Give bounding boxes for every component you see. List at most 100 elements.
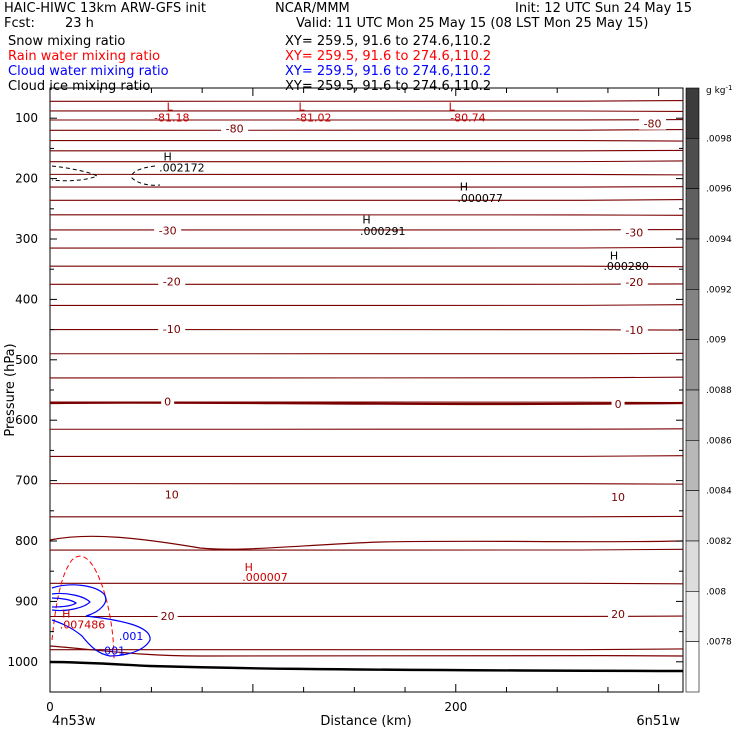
- cloud-water-contour-inner: [51, 597, 78, 608]
- isotherm-label: -20: [625, 276, 643, 289]
- isotherm-label: -10: [625, 324, 643, 337]
- extrema-label: -81.02: [296, 112, 331, 125]
- y-tick-label: 800: [15, 534, 38, 548]
- y-tick-label: 500: [15, 353, 38, 367]
- extrema-label: -80.74: [450, 112, 485, 125]
- fcst-value: 23 h: [65, 16, 94, 31]
- y-tick-label: 900: [15, 594, 38, 608]
- isotherm-lines: [49, 99, 684, 651]
- extrema-label: .001: [119, 630, 144, 643]
- isotherm-label-bg: [620, 324, 648, 337]
- init-time: Init: 12 UTC Sun 24 May 15: [515, 1, 692, 16]
- isotherm-label-bg: [608, 490, 629, 503]
- isotherm-label: 0: [164, 395, 171, 408]
- isotherm-label: 0: [615, 398, 622, 411]
- colorbar-swatch: [685, 389, 700, 441]
- colorbar-label: .0078: [706, 638, 732, 648]
- special-contours: [49, 165, 684, 673]
- snow-contour-mid: [131, 165, 161, 186]
- valid-time: Valid: 11 UTC Mon 25 May 15 (08 LST Mon …: [296, 16, 649, 31]
- colorbar-label: .008: [706, 587, 726, 597]
- extrema-labels: L-81.18L-81.02L-80.74H.002172H.000077H.0…: [60, 101, 649, 658]
- colorbar-label: .0084: [706, 487, 732, 497]
- colorbar-swatch: [685, 641, 700, 693]
- colorbar-swatch: [685, 87, 700, 139]
- fcst-label: Fcst:: [4, 16, 35, 31]
- isotherm-label-bg: [620, 275, 648, 288]
- extrema-label: H: [245, 561, 253, 574]
- y-tick-label: 100: [15, 111, 38, 125]
- isotherm-line: [49, 582, 684, 585]
- isotherm-label: 20: [161, 610, 175, 623]
- field-xy-snow: XY= 259.5, 91.6 to 274.6,110.2: [285, 34, 492, 49]
- y-tick-label: 600: [15, 413, 38, 427]
- extrema-label: L: [299, 101, 306, 114]
- colorbar-label: .0094: [706, 235, 732, 245]
- isotherm-line: [49, 648, 684, 651]
- extrema-label: .007486: [60, 618, 106, 631]
- isotherm-label-bg: [161, 488, 182, 501]
- isotherm-line: [49, 376, 684, 379]
- isotherm-zero-line: [49, 401, 684, 406]
- y-tick-label: 200: [15, 172, 38, 186]
- field-name-snow: Snow mixing ratio: [8, 34, 126, 49]
- isotherm-line: [49, 246, 684, 249]
- field-xy-rain: XY= 259.5, 91.6 to 274.6,110.2: [285, 49, 492, 64]
- isotherm-label-bg: [221, 122, 249, 135]
- institution-label: NCAR/MMM: [275, 1, 350, 16]
- isotherm-label-bg: [158, 275, 186, 288]
- colorbar-swatch: [685, 289, 700, 340]
- isotherm-surface-line: [49, 645, 684, 657]
- x-endpoint-left: 4n53w: [52, 714, 96, 729]
- colorbar-swatch: [685, 440, 700, 491]
- isotherm-label: -80: [644, 118, 662, 131]
- cloud-water-contour-mid: [51, 592, 91, 612]
- y-tick-label: 400: [15, 292, 38, 306]
- cloud-water-contour-outer: [51, 584, 151, 657]
- extrema-label: .000077: [457, 192, 503, 205]
- isotherm-line: [49, 214, 684, 216]
- colorbar-label: .0092: [706, 285, 732, 295]
- isotherm-line: [49, 548, 684, 551]
- y-tick-label: 700: [15, 474, 38, 488]
- isotherm-wave-line: [49, 535, 684, 550]
- field-name-cloud-ice: Cloud ice mixing ratio: [8, 79, 151, 94]
- colorbar-label: .0086: [706, 436, 732, 446]
- snow-contour-left: [51, 165, 99, 182]
- x-tick-label: 200: [444, 700, 467, 714]
- colorbar-swatch: [685, 540, 700, 592]
- colorbar-unit: g kg-1: [706, 84, 732, 96]
- extrema-label: L: [167, 101, 174, 114]
- colorbar-swatch: [685, 188, 700, 240]
- x-axis-title: Distance (km): [320, 714, 411, 729]
- isotherm-line: [49, 328, 684, 331]
- isotherm-label: -30: [625, 226, 643, 239]
- y-axis-title: Pressure (hPa): [3, 343, 18, 436]
- extrema-label: .001: [101, 644, 126, 657]
- plot-frame: [49, 87, 684, 693]
- isotherm-line: [49, 160, 684, 163]
- extrema-label: H: [62, 607, 70, 620]
- model-title: HAIC-HIWC 13km ARW-GFS init: [4, 1, 206, 16]
- extrema-label: .002172: [159, 162, 205, 175]
- isotherm-line: [49, 304, 684, 307]
- colorbar-label: .0088: [706, 386, 732, 396]
- isotherm-line: [49, 99, 684, 102]
- isotherm-label-bg: [157, 609, 178, 622]
- y-tick-label: 300: [15, 232, 38, 246]
- isotherm-line: [49, 265, 684, 268]
- x-endpoint-right: 6n51w: [636, 714, 680, 729]
- isotherm-labels: -80 -80 -30 -30 -20 -20 -10 -10 0 0 10 10 20 20: [154, 117, 667, 623]
- isotherm-line: [49, 110, 684, 113]
- colorbar-swatch: [685, 339, 700, 391]
- isotherm-label-bg: [620, 226, 648, 239]
- isotherm-label: -30: [159, 225, 177, 238]
- rain-contour: [51, 555, 115, 661]
- isotherm-label-bg: [608, 608, 629, 621]
- isotherm-line: [49, 455, 684, 458]
- x-axis: 0 200: [46, 88, 660, 714]
- field-xy-cloud-water: XY= 259.5, 91.6 to 274.6,110.2: [285, 64, 492, 79]
- extrema-label: -81.18: [154, 112, 189, 125]
- isotherm-label-bg: [158, 322, 186, 335]
